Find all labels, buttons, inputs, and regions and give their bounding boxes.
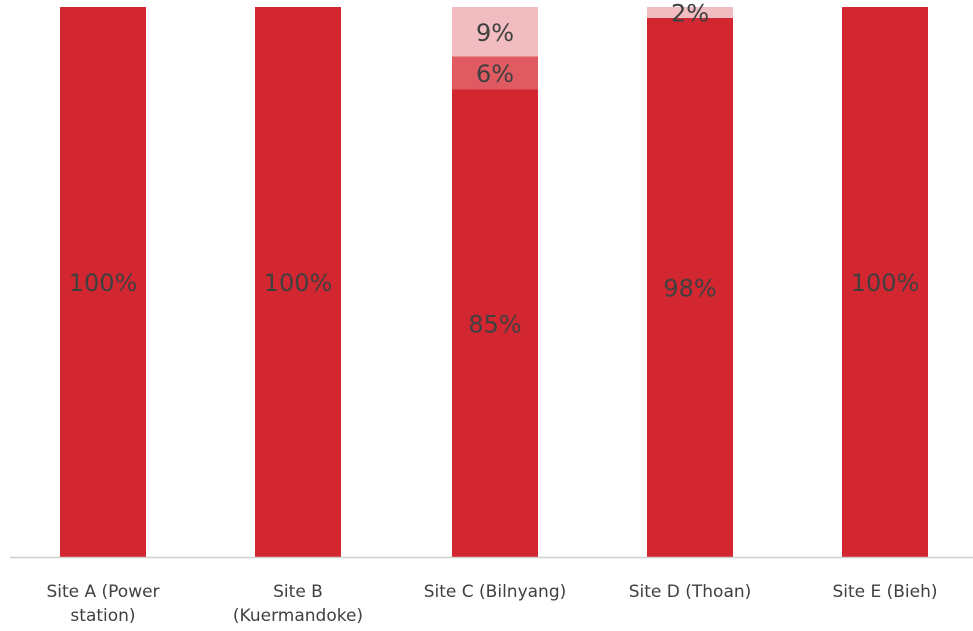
data-label: 100% — [264, 269, 333, 297]
data-label: 6% — [476, 60, 514, 88]
category-label: Site C (Bilnyang) — [424, 582, 567, 602]
category-label-line: (Kuermandoke) — [233, 606, 363, 626]
category-label: Site B (Kuermandoke) — [233, 582, 363, 626]
segment-labels-layer: 100% 100% 85% 6% 9% 98% 2% 100% — [69, 0, 920, 338]
data-label: 85% — [468, 310, 521, 338]
bar-segment — [452, 56, 538, 90]
bar-segment — [452, 7, 538, 57]
bar-segment — [255, 7, 341, 557]
bar-segment — [842, 7, 928, 557]
category-label: Site A (Power station) — [46, 582, 159, 626]
data-label: 100% — [851, 269, 920, 297]
bar-segment — [60, 7, 146, 557]
category-label: Site E (Bieh) — [832, 582, 937, 602]
bar-segment — [452, 89, 538, 557]
bar-segment — [647, 7, 733, 18]
category-label-line: Site C (Bilnyang) — [424, 582, 567, 602]
bars-layer — [60, 7, 928, 557]
category-label-line: Site D (Thoan) — [629, 582, 752, 602]
category-label-line: station) — [70, 606, 135, 626]
data-label: 98% — [663, 275, 716, 303]
data-label: 2% — [671, 0, 709, 28]
data-label: 100% — [69, 269, 138, 297]
category-label-line: Site B — [273, 582, 323, 602]
bar-segment — [647, 18, 733, 557]
category-label-line: Site E (Bieh) — [832, 582, 937, 602]
category-labels-layer: Site A (Power station) Site B (Kuermandoke)… — [46, 582, 937, 626]
category-label-line: Site A (Power — [46, 582, 159, 602]
data-label: 9% — [476, 19, 514, 47]
category-label: Site D (Thoan) — [629, 582, 752, 602]
